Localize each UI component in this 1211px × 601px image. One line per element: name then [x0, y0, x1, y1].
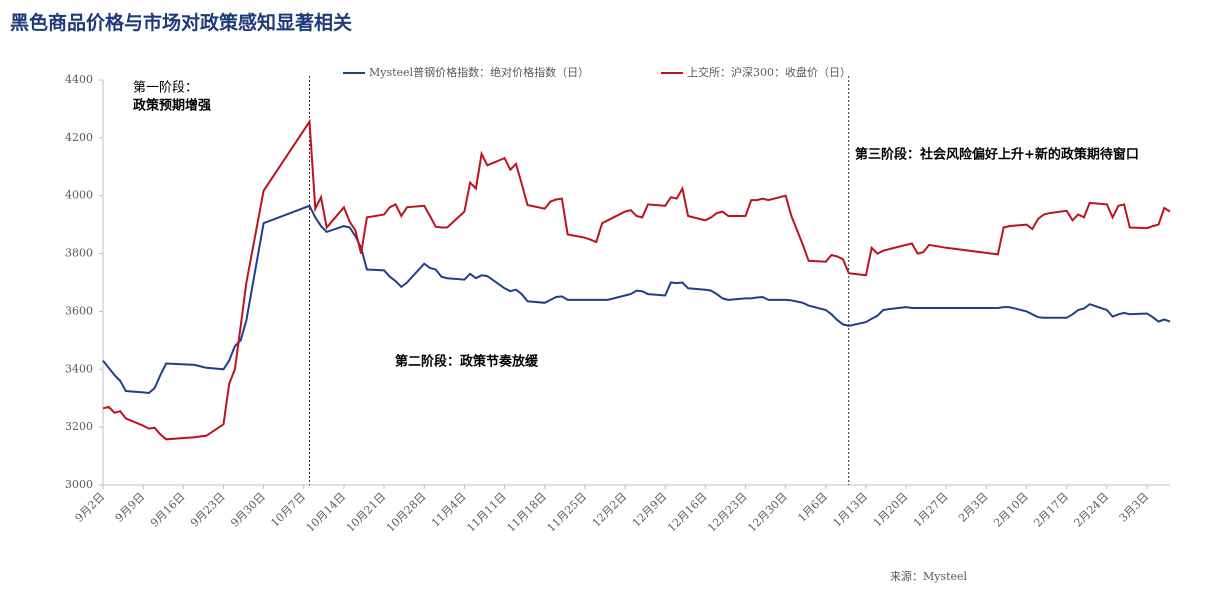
- x-tick-label: 3月3日: [1117, 490, 1152, 525]
- x-tick-label: 2月24日: [1072, 490, 1112, 530]
- x-tick-label: 2月17日: [1031, 490, 1071, 530]
- x-tick-label: 1月13日: [831, 490, 871, 530]
- x-tick-label: 12月30日: [745, 490, 790, 535]
- source: 来源：Mysteel: [890, 569, 968, 583]
- y-tick-label: 3400: [65, 362, 93, 375]
- x-tick-label: 11月18日: [504, 490, 549, 535]
- x-tick-label: 9月23日: [188, 490, 228, 530]
- x-tick-label: 1月6日: [795, 490, 830, 525]
- x-tick-label: 12月9日: [630, 490, 670, 530]
- x-tick-label: 10月7日: [268, 490, 308, 530]
- y-tick-label: 3600: [65, 304, 93, 317]
- y-tick-label: 4200: [65, 131, 93, 144]
- y-tick-label: 3800: [65, 247, 93, 260]
- x-tick-label: 10月14日: [304, 490, 349, 535]
- x-tick-label: 9月2日: [73, 490, 108, 525]
- x-tick-label: 9月9日: [113, 490, 148, 525]
- x-tick-label: 10月21日: [344, 490, 389, 535]
- y-tick-label: 4000: [65, 189, 93, 202]
- legend-label: Mysteel普钢价格指数：绝对价格指数（日）: [369, 65, 589, 79]
- series-line: [102, 118, 1171, 441]
- x-tick-label: 11月11日: [464, 490, 509, 535]
- legend-label: 上交所：沪深300：收盘价（日）: [687, 65, 851, 79]
- x-tick-label: 12月16日: [665, 490, 710, 535]
- x-tick-label: 2月10日: [991, 490, 1031, 530]
- x-tick-label: 12月2日: [590, 490, 630, 530]
- y-tick-label: 4400: [65, 73, 93, 86]
- x-tick-label: 2月3日: [956, 490, 991, 525]
- annotation: 第二阶段：政策节奏放缓: [395, 354, 539, 370]
- chart-title: 黑色商品价格与市场对政策感知显著相关: [10, 11, 352, 34]
- x-tick-label: 11月25日: [545, 490, 590, 535]
- series-line: [102, 204, 1171, 395]
- x-tick-label: 9月16日: [148, 490, 188, 530]
- x-tick-label: 1月20日: [871, 490, 911, 530]
- x-tick-label: 10月28日: [384, 490, 429, 535]
- y-tick-label: 3000: [65, 478, 93, 491]
- y-tick-label: 3200: [65, 420, 93, 433]
- x-tick-label: 11月4日: [429, 490, 469, 530]
- annotation: 第三阶段：社会风险偏好上升+新的政策期待窗口: [855, 147, 1139, 163]
- x-tick-label: 12月23日: [705, 490, 750, 535]
- annotation: 第一阶段：: [133, 81, 198, 96]
- annotation: 政策预期增强: [133, 98, 211, 114]
- x-tick-label: 9月30日: [228, 490, 268, 530]
- x-tick-label: 1月27日: [911, 490, 951, 530]
